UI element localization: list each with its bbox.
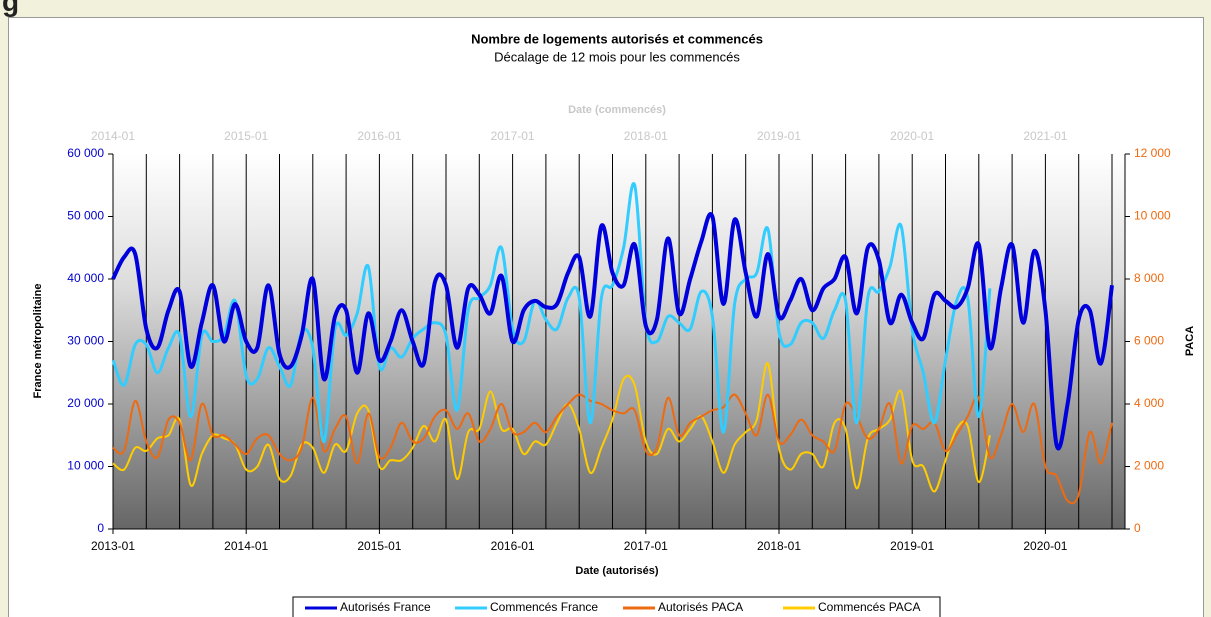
x-tick-label: 2020-01 — [1023, 539, 1067, 553]
chart-title: Nombre de logements autorisés et commenc… — [471, 31, 763, 46]
legend-label: Autorisés France — [340, 600, 431, 614]
y2-tick-label: 12 000 — [1134, 146, 1171, 160]
x2-tick-label: 2015-01 — [224, 129, 268, 143]
y-tick-label: 0 — [97, 521, 104, 535]
page-heading: g — [2, 0, 20, 17]
y2-tick-label: 8 000 — [1134, 271, 1164, 285]
y2-tick-label: 10 000 — [1134, 209, 1171, 223]
series-line — [111, 212, 1114, 451]
plot-area — [113, 154, 1125, 529]
legend-label: Commencés France — [490, 600, 598, 614]
x2-tick-label: 2017-01 — [491, 129, 535, 143]
x2-tick-label: 2014-01 — [91, 129, 135, 143]
legend — [292, 596, 941, 617]
x-tick-label: 2015-01 — [357, 539, 401, 553]
y2-tick-label: 2 000 — [1134, 459, 1164, 473]
series-line — [111, 182, 992, 444]
legend-label: Autorisés PACA — [658, 600, 743, 614]
x2-axis-title: Date (commencés) — [568, 104, 666, 116]
x-tick-label: 2018-01 — [757, 539, 801, 553]
y-tick-label: 30 000 — [67, 334, 104, 348]
chart-subtitle: Décalage de 12 mois pour les commencés — [494, 49, 740, 64]
legend-label: Commencés PACA — [818, 600, 920, 614]
y2-axis-title: PACA — [1184, 326, 1196, 356]
x2-tick-label: 2020-01 — [890, 129, 934, 143]
x2-tick-label: 2016-01 — [357, 129, 401, 143]
x2-tick-label: 2018-01 — [624, 129, 668, 143]
x2-tick-label: 2021-01 — [1023, 129, 1067, 143]
y-tick-label: 20 000 — [67, 396, 104, 410]
y2-tick-label: 6 000 — [1134, 334, 1164, 348]
x-tick-label: 2016-01 — [491, 539, 535, 553]
x-tick-label: 2014-01 — [224, 539, 268, 553]
y2-tick-label: 0 — [1134, 521, 1141, 535]
y-tick-label: 60 000 — [67, 146, 104, 160]
x-axis-title: Date (autorisés) — [575, 565, 658, 577]
series-line — [112, 362, 991, 493]
y-tick-label: 10 000 — [67, 459, 104, 473]
x-tick-label: 2017-01 — [624, 539, 668, 553]
x2-tick-label: 2019-01 — [757, 129, 801, 143]
y2-tick-label: 4 000 — [1134, 396, 1164, 410]
y-tick-label: 50 000 — [67, 209, 104, 223]
series-line — [112, 393, 1113, 505]
x-tick-label: 2019-01 — [890, 539, 934, 553]
y-axis-title: France métropolitaine — [32, 284, 44, 399]
y-tick-label: 40 000 — [67, 271, 104, 285]
x-tick-label: 2013-01 — [91, 539, 135, 553]
